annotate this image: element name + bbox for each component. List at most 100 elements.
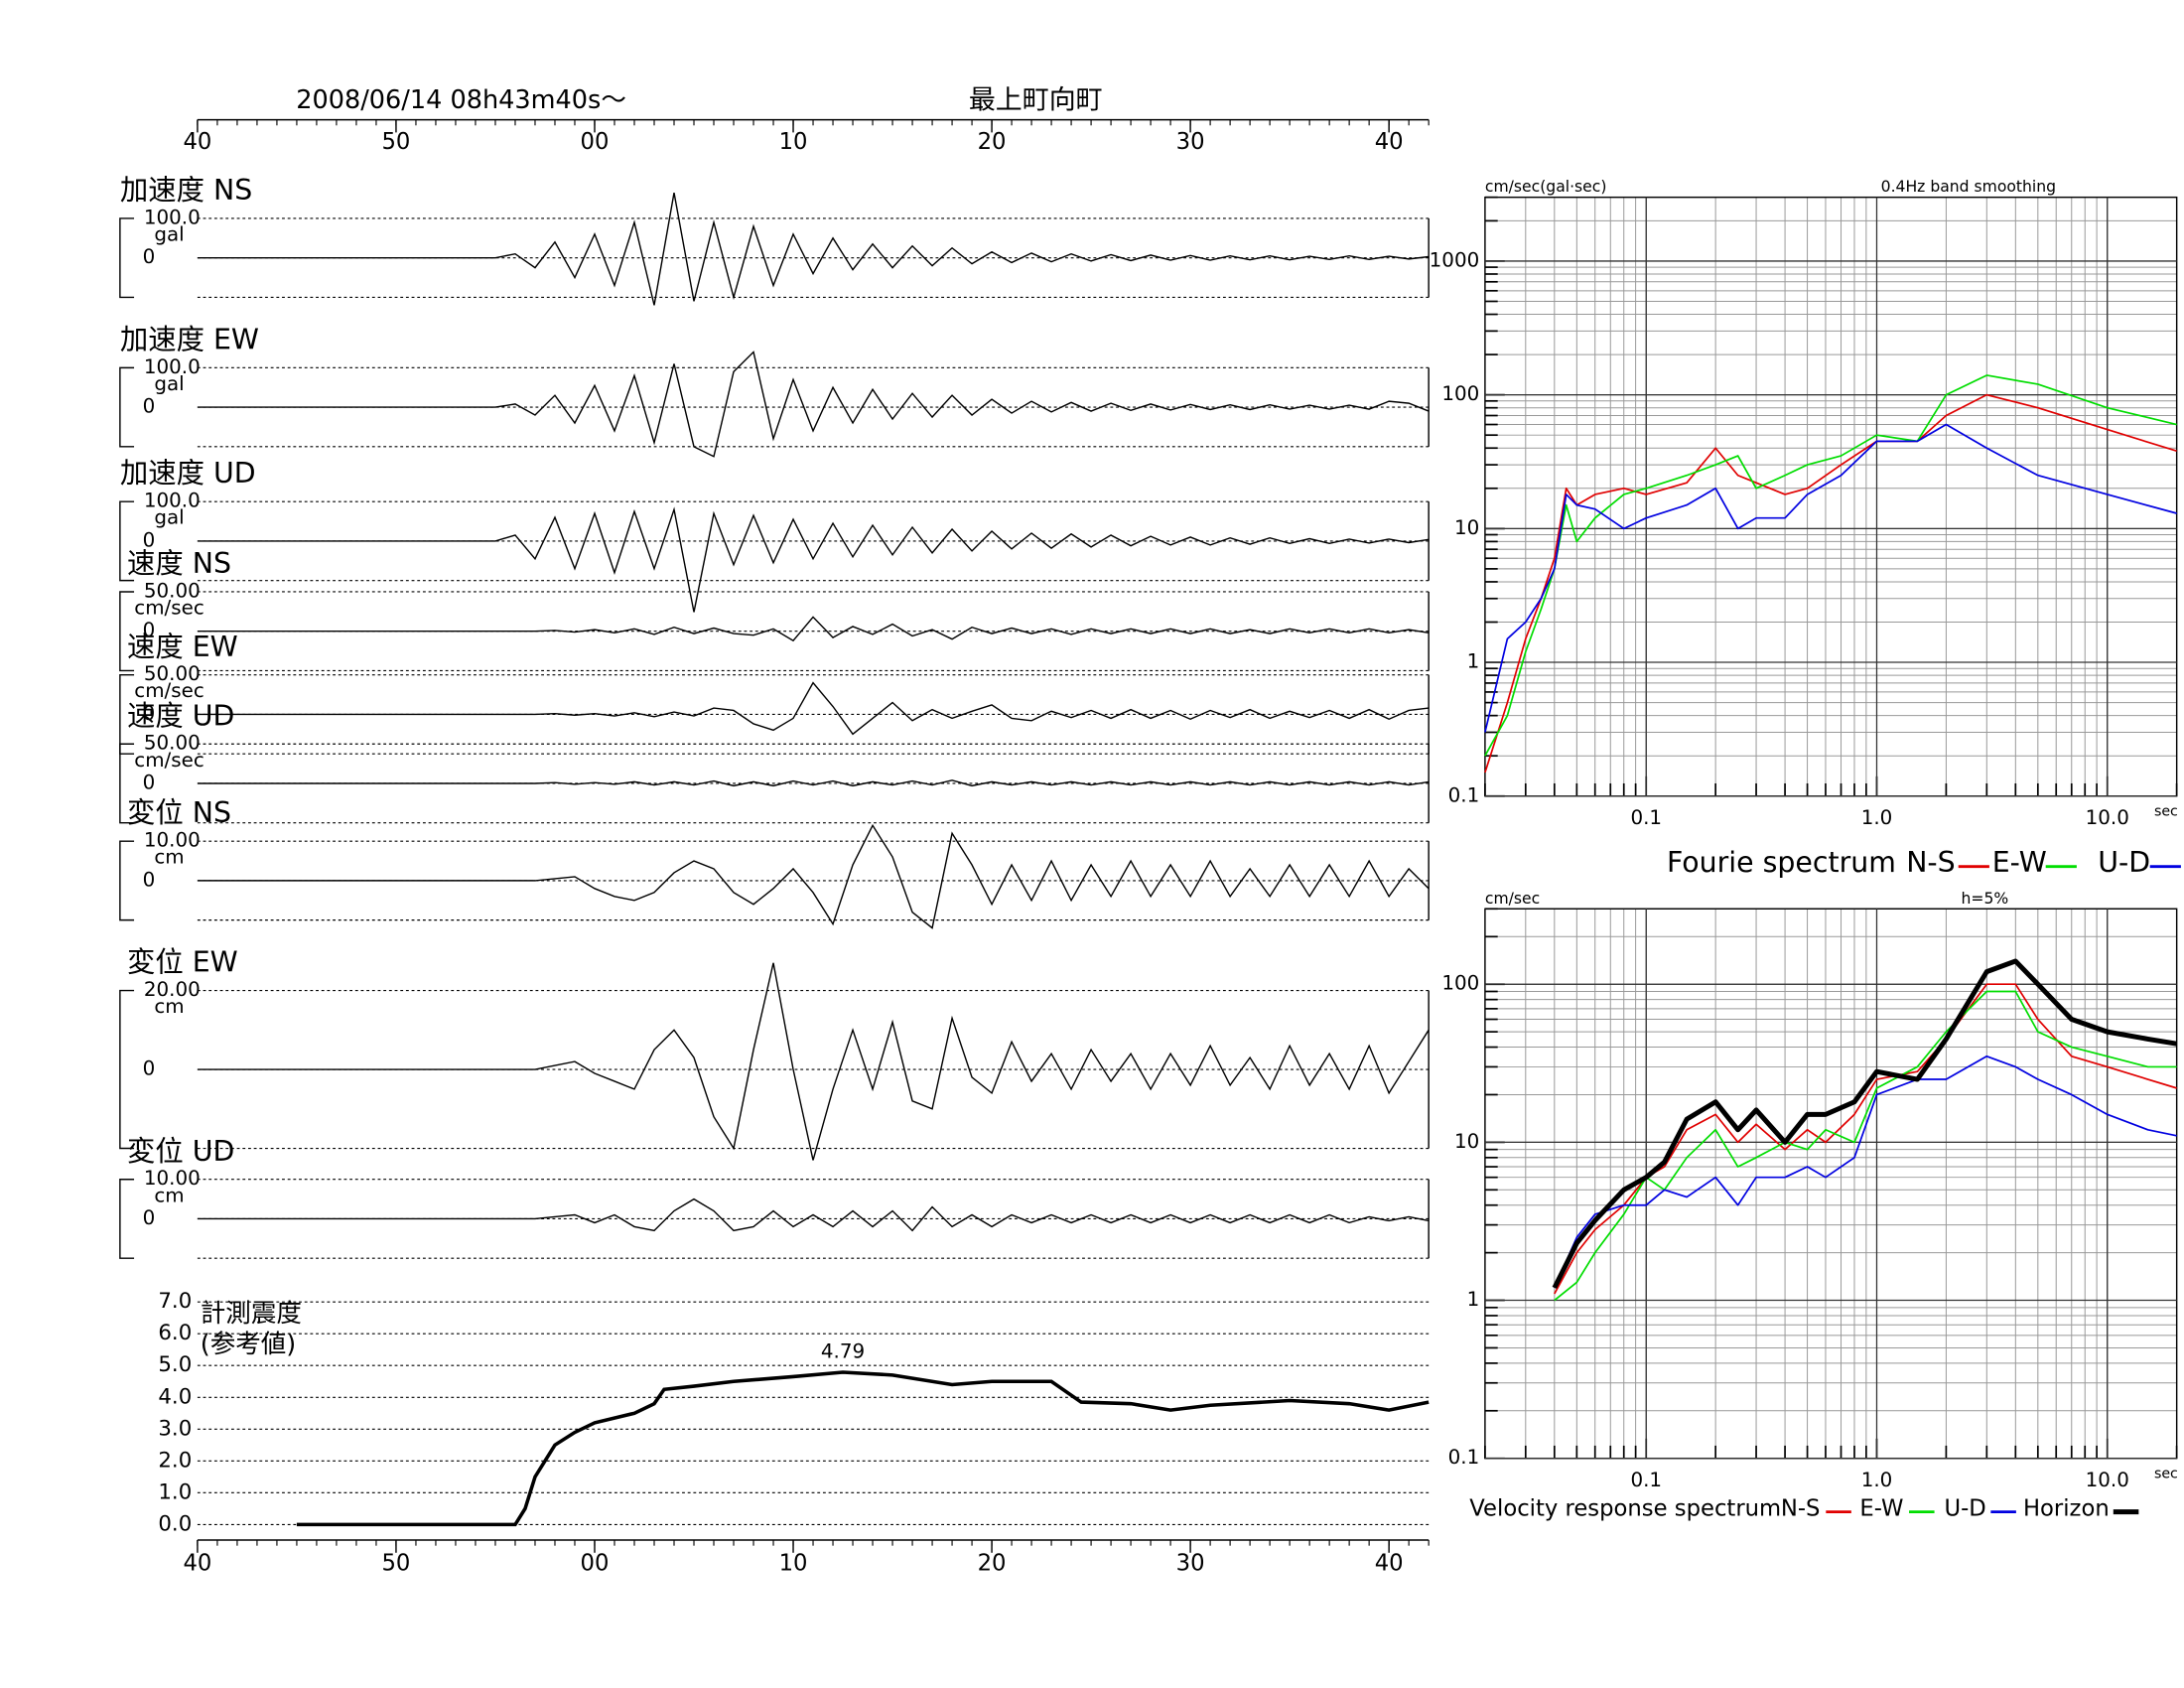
spectrum-line bbox=[1484, 393, 2177, 774]
trace-name: 加速度 EW bbox=[120, 323, 259, 355]
spectrum-line bbox=[1484, 423, 2177, 733]
y-tick-label: 0.1 bbox=[1448, 1446, 1480, 1469]
x-tick-label: 1.0 bbox=[1861, 806, 1893, 829]
y-tick-label: 10.00 bbox=[144, 829, 201, 852]
y-tick-label: 10.00 bbox=[144, 1167, 201, 1190]
legend-label: E-W bbox=[1859, 1495, 1903, 1521]
x-tick-label: 10 bbox=[779, 1551, 808, 1577]
y-tick-label: 10 bbox=[1454, 1130, 1479, 1153]
intensity-line bbox=[296, 1370, 1430, 1527]
y-tick-label: 0 bbox=[143, 1206, 156, 1229]
x-tick-label: 00 bbox=[581, 129, 610, 155]
y-tick-label: 0 bbox=[143, 868, 156, 891]
y-tick-label: 0 bbox=[143, 395, 156, 418]
y-tick-label: 0 bbox=[143, 619, 156, 641]
y-tick-label: 7.0 bbox=[158, 1289, 192, 1314]
bracket bbox=[119, 840, 135, 921]
y-tick-label: 1 bbox=[1467, 1288, 1480, 1311]
peak-label: 4.79 bbox=[821, 1340, 865, 1363]
trace-name: 変位 UD bbox=[127, 1135, 234, 1168]
x-tick-label: 10.0 bbox=[2086, 806, 2129, 829]
x-tick-label: 40 bbox=[183, 1551, 211, 1577]
trace-name: 加速度 UD bbox=[120, 457, 256, 490]
y-tick-label: 10 bbox=[1454, 516, 1479, 539]
y-tick-label: 1 bbox=[1467, 650, 1480, 673]
bracket bbox=[119, 743, 135, 824]
y-tick-label: 100.0 bbox=[144, 490, 201, 512]
y-tick-label: 2.0 bbox=[158, 1448, 192, 1473]
chart-note: h=5% bbox=[1962, 890, 2009, 908]
bracket bbox=[119, 500, 135, 582]
trace-unit: cm bbox=[154, 846, 184, 869]
y-tick-label: 6.0 bbox=[158, 1321, 192, 1345]
y-tick-label: 50.00 bbox=[144, 579, 201, 602]
bracket bbox=[119, 217, 135, 299]
trace-unit: gal bbox=[154, 222, 184, 245]
x-tick-label: 0.1 bbox=[1630, 1469, 1662, 1491]
trace-name: 変位 NS bbox=[127, 796, 231, 829]
trace-name: 加速度 NS bbox=[120, 174, 252, 207]
x-tick-label: 10 bbox=[779, 129, 808, 155]
trace-unit: gal bbox=[154, 372, 184, 395]
legend-label: U-D bbox=[2098, 846, 2150, 879]
y-tick-label: 50.00 bbox=[144, 662, 201, 685]
legend-title: Fourie spectrum bbox=[1667, 846, 1896, 879]
trace-name: 速度 NS bbox=[127, 547, 231, 580]
x-tick-label: 30 bbox=[1176, 1551, 1205, 1577]
trace-name: 速度 EW bbox=[127, 631, 238, 663]
waveform bbox=[197, 823, 1430, 929]
trace-unit: cm bbox=[154, 995, 184, 1018]
x-tick-label: 10.0 bbox=[2086, 1469, 2129, 1491]
trace-name: 変位 EW bbox=[127, 946, 238, 979]
y-tick-label: 5.0 bbox=[158, 1352, 192, 1377]
x-tick-label: 40 bbox=[1375, 1551, 1404, 1577]
y-tick-label: 1.0 bbox=[158, 1479, 192, 1504]
station-name: 最上町向町 bbox=[969, 85, 1103, 116]
x-tick-label: 40 bbox=[183, 129, 211, 155]
x-axis-label: sec bbox=[2154, 803, 2178, 819]
y-tick-label: 50.00 bbox=[144, 732, 201, 755]
x-tick-label: 0.1 bbox=[1630, 806, 1662, 829]
bracket bbox=[119, 1179, 135, 1259]
y-tick-label: 3.0 bbox=[158, 1416, 192, 1441]
spectrum-line bbox=[1552, 958, 2178, 1290]
x-axis-label: sec bbox=[2154, 1466, 2178, 1481]
x-tick-label: 30 bbox=[1176, 129, 1205, 155]
legend-label: N-S bbox=[1906, 846, 1955, 879]
waveform bbox=[197, 616, 1430, 642]
trace-unit: cm/sec bbox=[134, 597, 204, 620]
waveform bbox=[197, 779, 1430, 787]
y-tick-label: 100 bbox=[1441, 972, 1479, 995]
bracket bbox=[119, 366, 135, 448]
waveform bbox=[197, 192, 1430, 306]
bracket bbox=[119, 591, 135, 672]
spectrum-line bbox=[1554, 1055, 2177, 1289]
trace-unit: cm bbox=[154, 1184, 184, 1206]
legend-label: U-D bbox=[1945, 1495, 1986, 1521]
waveform bbox=[197, 1197, 1430, 1232]
legend-label: N-S bbox=[1781, 1495, 1821, 1521]
waveform bbox=[197, 351, 1430, 458]
y-tick-label: 100.0 bbox=[144, 206, 201, 228]
y-tick-label: 0.0 bbox=[158, 1511, 192, 1536]
y-axis-label: cm/sec bbox=[1485, 890, 1540, 908]
trace-unit: cm/sec bbox=[134, 749, 204, 772]
bracket bbox=[119, 674, 135, 755]
y-tick-label: 0.1 bbox=[1448, 783, 1480, 806]
y-tick-label: 100.0 bbox=[144, 355, 201, 378]
y-tick-label: 4.0 bbox=[158, 1384, 192, 1409]
x-tick-label: 1.0 bbox=[1861, 1469, 1893, 1491]
x-tick-label: 50 bbox=[382, 1551, 411, 1577]
y-axis-label: cm/sec(gal·sec) bbox=[1485, 178, 1607, 196]
intensity-subtitle: (参考値) bbox=[201, 1330, 297, 1359]
intensity-title: 計測震度 bbox=[201, 1299, 302, 1329]
x-tick-label: 20 bbox=[978, 1551, 1007, 1577]
bracket bbox=[119, 989, 135, 1150]
legend-label: E-W bbox=[1992, 846, 2047, 879]
waveform bbox=[197, 962, 1430, 1161]
legend-title: Velocity response spectrum bbox=[1469, 1495, 1781, 1521]
y-tick-label: 20.00 bbox=[144, 978, 201, 1001]
y-tick-label: 0 bbox=[143, 528, 156, 551]
